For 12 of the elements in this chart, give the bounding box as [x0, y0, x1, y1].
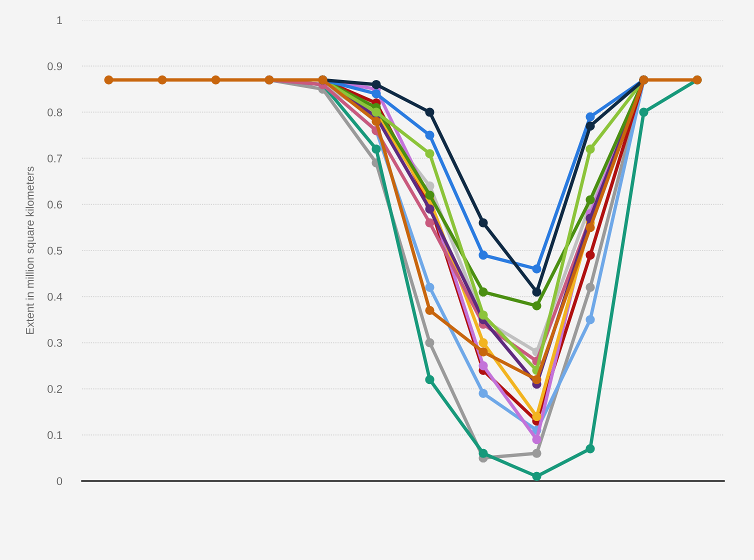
y-tick-label: 0.1	[48, 431, 62, 440]
y-tick-label: 0.7	[48, 154, 62, 162]
y-tick-label: 0.6	[48, 200, 62, 209]
y-tick-label: 0.5	[48, 246, 62, 255]
y-tick-label: 0.9	[48, 62, 62, 70]
y-tick-label: 0.8	[48, 108, 62, 116]
y-tick-label: 0.4	[48, 292, 62, 301]
y-tick-label: 1	[57, 16, 62, 24]
y-tick-label: 0.2	[48, 385, 62, 393]
y-tick-label: 0	[56, 477, 62, 486]
y-axis-title: Extent in million square kilometers	[26, 166, 36, 334]
y-tick-label: 0.3	[48, 338, 62, 347]
